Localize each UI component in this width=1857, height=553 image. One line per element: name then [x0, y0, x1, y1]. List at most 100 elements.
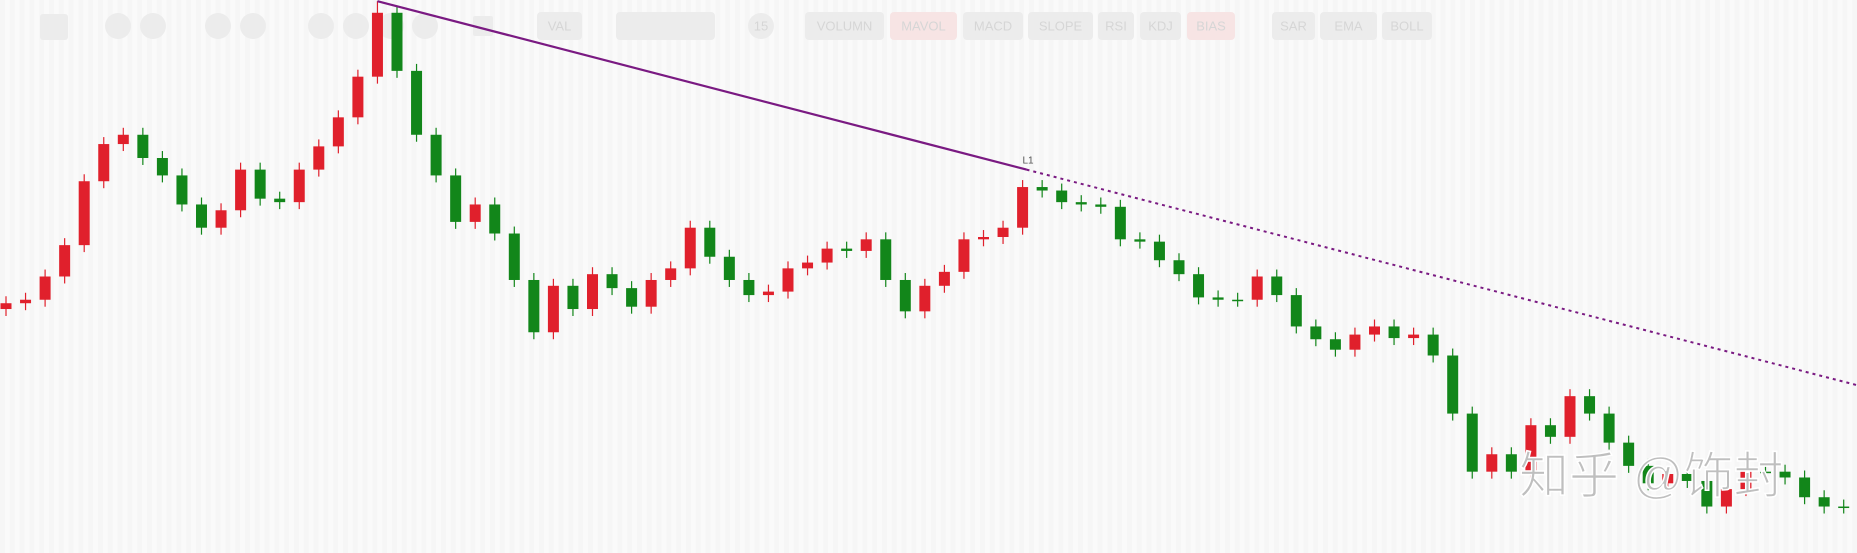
trendline: [377, 0, 1027, 171]
candle-body: [1623, 442, 1635, 466]
candle-body: [1681, 474, 1693, 481]
candle-body: [1232, 299, 1244, 302]
candle-body: [274, 198, 286, 203]
candle-body: [880, 239, 892, 280]
candle-body: [684, 227, 696, 269]
candle-body: [1017, 187, 1029, 228]
button[interactable]: [1028, 12, 1093, 40]
button[interactable]: [1320, 12, 1377, 40]
button[interactable]: [537, 12, 582, 40]
candle-body: [1740, 471, 1752, 490]
button-label: SLOPE: [1039, 18, 1083, 33]
candle-body: [156, 158, 168, 176]
candle-body: [1290, 295, 1302, 327]
input-box[interactable]: [616, 12, 715, 40]
candle-body: [235, 169, 247, 211]
button[interactable]: [890, 12, 957, 40]
icon[interactable]: [473, 16, 493, 36]
candle-body: [508, 233, 520, 280]
candle-body: [1388, 326, 1400, 339]
candle-body: [430, 134, 442, 176]
icon[interactable]: [140, 13, 166, 39]
candle-body: [1095, 204, 1107, 207]
toolbar: VAL 15 VOLUMN MAVOL MACD SLOPE RSI KDJ BIAS SAR EM…: [537, 12, 1432, 40]
candle-body: [782, 268, 794, 292]
candle-body: [1818, 497, 1830, 507]
button[interactable]: [963, 12, 1023, 40]
icon[interactable]: [105, 13, 131, 39]
candle-body: [1544, 425, 1556, 437]
candle-body: [371, 12, 383, 77]
candle-body: [1720, 489, 1732, 507]
candle-body: [821, 248, 833, 263]
button[interactable]: [1140, 12, 1181, 40]
candle-body: [587, 274, 598, 310]
candle-body: [938, 271, 950, 286]
icon[interactable]: [40, 14, 68, 40]
candle-body: [20, 299, 32, 304]
candle-body: [1310, 326, 1322, 340]
button[interactable]: [1382, 12, 1432, 40]
candle-body: [1193, 274, 1205, 298]
candle-body: [313, 146, 325, 170]
candle-body: [450, 175, 462, 222]
candle-body: [332, 117, 344, 147]
candle-body: [489, 204, 501, 234]
candle-body: [1036, 187, 1048, 191]
candle-body: [704, 227, 716, 257]
candle-body: [1662, 474, 1674, 484]
button-label: KDJ: [1148, 18, 1173, 33]
candle-body: [1056, 190, 1068, 203]
candle-body: [1349, 334, 1361, 350]
candle-body: [1603, 413, 1615, 443]
candle-body: [1838, 506, 1850, 509]
icon[interactable]: [205, 13, 231, 39]
plot: L1: [0, 0, 1857, 514]
candle-body: [0, 303, 12, 310]
candle-body: [176, 175, 188, 205]
candle-body: [1701, 480, 1713, 507]
candle-body: [196, 204, 207, 228]
candle-body: [919, 285, 931, 312]
candle-body: [743, 279, 755, 296]
candle-body: [978, 237, 989, 240]
candle-body: [469, 204, 481, 222]
candle-body: [723, 256, 735, 280]
icon[interactable]: [412, 13, 438, 39]
button[interactable]: [1187, 12, 1235, 40]
button[interactable]: [805, 12, 884, 40]
candle-body: [411, 70, 423, 135]
candle-body: [1564, 396, 1576, 437]
candle-body: [1584, 396, 1596, 414]
candle-body: [1466, 413, 1478, 472]
button-label: BOLL: [1390, 18, 1423, 33]
candle-body: [1427, 334, 1439, 356]
button-label: EMA: [1334, 18, 1363, 33]
candle-body: [1505, 454, 1517, 472]
candle-body: [1642, 465, 1654, 484]
candle-body: [645, 279, 657, 307]
button[interactable]: [748, 13, 774, 39]
candle-body: [215, 210, 227, 228]
candle-body: [1486, 454, 1498, 472]
button[interactable]: [1098, 12, 1134, 40]
icon[interactable]: [343, 13, 369, 39]
icon[interactable]: [308, 13, 334, 39]
candle-body: [547, 285, 559, 333]
candle-body: [59, 245, 71, 277]
candle-body: [899, 279, 911, 312]
candle-body: [997, 227, 1009, 237]
candle-body: [1369, 326, 1380, 335]
icon[interactable]: [240, 13, 266, 39]
button[interactable]: [1272, 12, 1315, 40]
candle-body: [1114, 206, 1126, 240]
button-label: VAL: [548, 18, 572, 33]
candle-body: [1251, 276, 1263, 300]
candle-body: [1271, 276, 1283, 296]
button-label: MACD: [974, 18, 1012, 33]
candle-body: [352, 76, 364, 118]
candle-body: [39, 276, 51, 300]
candle-body: [1779, 471, 1791, 478]
